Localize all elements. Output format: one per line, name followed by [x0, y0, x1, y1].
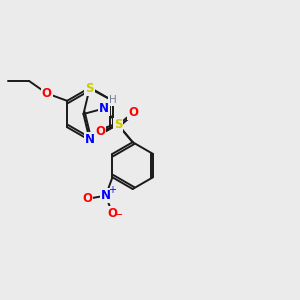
- Text: N: N: [99, 102, 109, 115]
- Text: O: O: [42, 87, 52, 100]
- Text: O: O: [128, 106, 138, 119]
- Text: S: S: [85, 82, 94, 95]
- Text: S: S: [114, 118, 122, 131]
- Text: O: O: [95, 125, 105, 138]
- Text: H: H: [109, 95, 117, 105]
- Text: N: N: [101, 189, 111, 202]
- Text: O: O: [107, 207, 117, 220]
- Text: −: −: [114, 210, 123, 220]
- Text: +: +: [108, 184, 116, 195]
- Text: N: N: [85, 133, 94, 146]
- Text: O: O: [82, 192, 92, 205]
